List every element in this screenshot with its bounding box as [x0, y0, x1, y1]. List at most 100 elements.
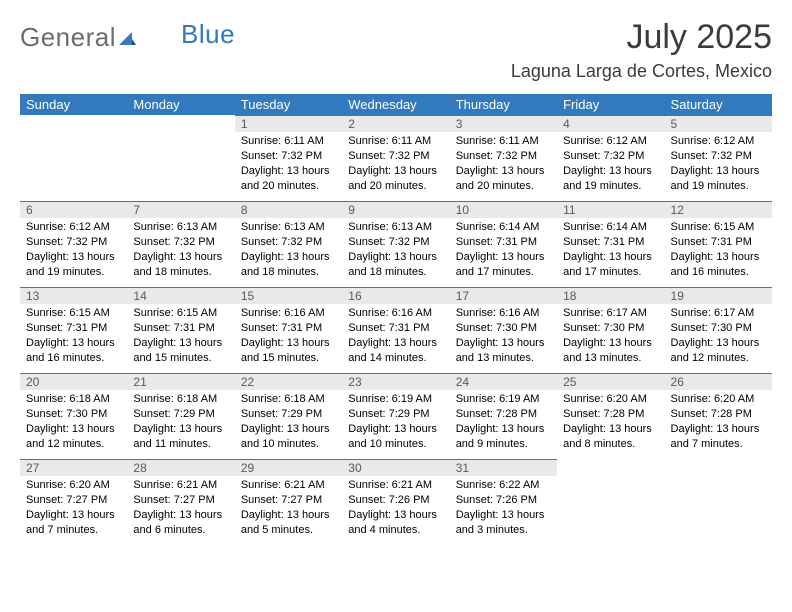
daylight-line-2: and 19 minutes.	[563, 179, 658, 194]
daylight-line-2: and 18 minutes.	[348, 265, 443, 280]
daylight-line-1: Daylight: 13 hours	[26, 336, 121, 351]
daylight-line-1: Daylight: 13 hours	[241, 336, 336, 351]
calendar-cell: 18Sunrise: 6:17 AMSunset: 7:30 PMDayligh…	[557, 287, 664, 373]
day-number: 26	[665, 373, 772, 390]
day-number: 10	[450, 201, 557, 218]
day-number: 19	[665, 287, 772, 304]
daylight-line-2: and 12 minutes.	[26, 437, 121, 452]
calendar-week-row: 27Sunrise: 6:20 AMSunset: 7:27 PMDayligh…	[20, 459, 772, 545]
calendar-cell: 19Sunrise: 6:17 AMSunset: 7:30 PMDayligh…	[665, 287, 772, 373]
day-header: Wednesday	[342, 94, 449, 115]
day-number: 29	[235, 459, 342, 476]
calendar-cell: 17Sunrise: 6:16 AMSunset: 7:30 PMDayligh…	[450, 287, 557, 373]
daylight-line-1: Daylight: 13 hours	[456, 508, 551, 523]
daylight-line-1: Daylight: 13 hours	[241, 508, 336, 523]
daylight-line-2: and 18 minutes.	[241, 265, 336, 280]
sunrise-text: Sunrise: 6:15 AM	[26, 306, 121, 321]
day-detail: Sunrise: 6:18 AMSunset: 7:29 PMDaylight:…	[127, 390, 234, 455]
daylight-line-1: Daylight: 13 hours	[671, 164, 766, 179]
daylight-line-2: and 16 minutes.	[671, 265, 766, 280]
brand-word-1: General	[20, 22, 116, 53]
day-number: 13	[20, 287, 127, 304]
calendar-week-row: 1Sunrise: 6:11 AMSunset: 7:32 PMDaylight…	[20, 115, 772, 201]
calendar-cell: 7Sunrise: 6:13 AMSunset: 7:32 PMDaylight…	[127, 201, 234, 287]
daylight-line-2: and 17 minutes.	[563, 265, 658, 280]
calendar-cell: 16Sunrise: 6:16 AMSunset: 7:31 PMDayligh…	[342, 287, 449, 373]
calendar-cell	[127, 115, 234, 201]
sunset-text: Sunset: 7:31 PM	[133, 321, 228, 336]
daylight-line-2: and 8 minutes.	[563, 437, 658, 452]
day-detail: Sunrise: 6:20 AMSunset: 7:28 PMDaylight:…	[665, 390, 772, 455]
sunset-text: Sunset: 7:32 PM	[241, 235, 336, 250]
day-detail: Sunrise: 6:12 AMSunset: 7:32 PMDaylight:…	[665, 132, 772, 197]
day-number: 18	[557, 287, 664, 304]
daylight-line-1: Daylight: 13 hours	[241, 422, 336, 437]
calendar-cell: 2Sunrise: 6:11 AMSunset: 7:32 PMDaylight…	[342, 115, 449, 201]
daylight-line-1: Daylight: 13 hours	[26, 508, 121, 523]
daylight-line-2: and 20 minutes.	[241, 179, 336, 194]
sunset-text: Sunset: 7:32 PM	[348, 235, 443, 250]
day-detail: Sunrise: 6:13 AMSunset: 7:32 PMDaylight:…	[342, 218, 449, 283]
calendar-cell: 25Sunrise: 6:20 AMSunset: 7:28 PMDayligh…	[557, 373, 664, 459]
sunrise-text: Sunrise: 6:14 AM	[456, 220, 551, 235]
calendar-cell: 11Sunrise: 6:14 AMSunset: 7:31 PMDayligh…	[557, 201, 664, 287]
day-number: 11	[557, 201, 664, 218]
calendar-cell: 20Sunrise: 6:18 AMSunset: 7:30 PMDayligh…	[20, 373, 127, 459]
sunset-text: Sunset: 7:29 PM	[241, 407, 336, 422]
sunrise-text: Sunrise: 6:19 AM	[348, 392, 443, 407]
day-detail: Sunrise: 6:18 AMSunset: 7:30 PMDaylight:…	[20, 390, 127, 455]
daylight-line-2: and 5 minutes.	[241, 523, 336, 538]
day-header: Tuesday	[235, 94, 342, 115]
sunset-text: Sunset: 7:29 PM	[133, 407, 228, 422]
day-detail: Sunrise: 6:21 AMSunset: 7:27 PMDaylight:…	[127, 476, 234, 541]
day-number: 22	[235, 373, 342, 390]
day-detail: Sunrise: 6:17 AMSunset: 7:30 PMDaylight:…	[665, 304, 772, 369]
calendar-cell: 27Sunrise: 6:20 AMSunset: 7:27 PMDayligh…	[20, 459, 127, 545]
day-detail: Sunrise: 6:15 AMSunset: 7:31 PMDaylight:…	[665, 218, 772, 283]
header: General Blue July 2025 Laguna Larga de C…	[20, 18, 772, 82]
sunrise-text: Sunrise: 6:13 AM	[133, 220, 228, 235]
sunrise-text: Sunrise: 6:13 AM	[241, 220, 336, 235]
day-header-row: SundayMondayTuesdayWednesdayThursdayFrid…	[20, 94, 772, 115]
sunrise-text: Sunrise: 6:18 AM	[26, 392, 121, 407]
day-number: 31	[450, 459, 557, 476]
daylight-line-2: and 17 minutes.	[456, 265, 551, 280]
daylight-line-1: Daylight: 13 hours	[563, 250, 658, 265]
calendar-table: SundayMondayTuesdayWednesdayThursdayFrid…	[20, 94, 772, 545]
calendar-cell: 12Sunrise: 6:15 AMSunset: 7:31 PMDayligh…	[665, 201, 772, 287]
day-number: 12	[665, 201, 772, 218]
day-detail: Sunrise: 6:13 AMSunset: 7:32 PMDaylight:…	[235, 218, 342, 283]
sunset-text: Sunset: 7:29 PM	[348, 407, 443, 422]
daylight-line-2: and 7 minutes.	[26, 523, 121, 538]
day-detail: Sunrise: 6:20 AMSunset: 7:28 PMDaylight:…	[557, 390, 664, 455]
calendar-cell: 22Sunrise: 6:18 AMSunset: 7:29 PMDayligh…	[235, 373, 342, 459]
day-detail: Sunrise: 6:20 AMSunset: 7:27 PMDaylight:…	[20, 476, 127, 541]
day-number: 20	[20, 373, 127, 390]
sunset-text: Sunset: 7:32 PM	[456, 149, 551, 164]
sunrise-text: Sunrise: 6:18 AM	[133, 392, 228, 407]
daylight-line-1: Daylight: 13 hours	[348, 250, 443, 265]
day-number: 17	[450, 287, 557, 304]
day-header: Friday	[557, 94, 664, 115]
sunrise-text: Sunrise: 6:11 AM	[456, 134, 551, 149]
sunset-text: Sunset: 7:32 PM	[563, 149, 658, 164]
daylight-line-2: and 14 minutes.	[348, 351, 443, 366]
calendar-cell: 6Sunrise: 6:12 AMSunset: 7:32 PMDaylight…	[20, 201, 127, 287]
sunset-text: Sunset: 7:30 PM	[671, 321, 766, 336]
day-number: 9	[342, 201, 449, 218]
sunrise-text: Sunrise: 6:22 AM	[456, 478, 551, 493]
day-detail: Sunrise: 6:16 AMSunset: 7:31 PMDaylight:…	[342, 304, 449, 369]
day-detail: Sunrise: 6:15 AMSunset: 7:31 PMDaylight:…	[20, 304, 127, 369]
daylight-line-2: and 15 minutes.	[241, 351, 336, 366]
sunset-text: Sunset: 7:28 PM	[563, 407, 658, 422]
sunrise-text: Sunrise: 6:17 AM	[563, 306, 658, 321]
sunrise-text: Sunrise: 6:15 AM	[133, 306, 228, 321]
sunset-text: Sunset: 7:31 PM	[348, 321, 443, 336]
calendar-cell	[665, 459, 772, 545]
calendar-cell: 10Sunrise: 6:14 AMSunset: 7:31 PMDayligh…	[450, 201, 557, 287]
sunset-text: Sunset: 7:30 PM	[456, 321, 551, 336]
sunset-text: Sunset: 7:28 PM	[671, 407, 766, 422]
day-detail: Sunrise: 6:12 AMSunset: 7:32 PMDaylight:…	[20, 218, 127, 283]
sunset-text: Sunset: 7:32 PM	[241, 149, 336, 164]
daylight-line-2: and 7 minutes.	[671, 437, 766, 452]
